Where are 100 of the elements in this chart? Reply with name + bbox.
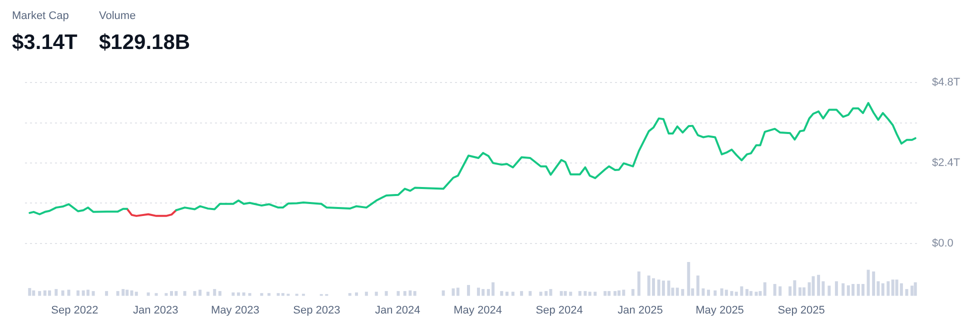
bar xyxy=(594,292,597,296)
bar xyxy=(687,262,690,296)
bar xyxy=(374,292,378,296)
bar xyxy=(569,292,572,296)
bar xyxy=(32,290,36,296)
bar xyxy=(754,292,758,296)
bar xyxy=(681,289,684,296)
bar xyxy=(76,290,80,296)
bar xyxy=(778,286,782,296)
bar xyxy=(662,280,665,296)
bar xyxy=(749,291,752,296)
bar xyxy=(413,291,416,296)
bar xyxy=(631,289,634,296)
bar xyxy=(67,290,70,296)
bar xyxy=(116,291,120,296)
bar xyxy=(364,292,368,296)
bar xyxy=(248,293,252,296)
x-tick-label: Sep 2022 xyxy=(51,304,98,316)
bar xyxy=(734,292,738,296)
bar xyxy=(745,289,748,296)
bar xyxy=(281,293,284,296)
text: $3.14T xyxy=(12,31,78,55)
bar xyxy=(544,291,548,296)
text: Market Cap xyxy=(12,10,70,22)
bar xyxy=(218,291,222,296)
bar xyxy=(213,289,216,296)
bar xyxy=(702,288,705,296)
bar xyxy=(707,290,710,296)
bar xyxy=(403,291,406,296)
bar xyxy=(560,291,563,296)
bar xyxy=(614,291,617,296)
bar xyxy=(193,291,196,296)
bar xyxy=(134,292,138,296)
x-tick-label: Sep 2024 xyxy=(536,304,583,316)
x-tick-label: Jan 2024 xyxy=(374,304,420,316)
bar xyxy=(773,284,776,296)
text: $129.18B xyxy=(99,31,190,55)
bar xyxy=(442,290,445,296)
bar xyxy=(354,292,358,296)
bar xyxy=(910,286,914,296)
bar xyxy=(198,290,202,296)
bar xyxy=(122,289,125,296)
bar xyxy=(881,283,884,296)
bar xyxy=(276,293,280,296)
bar xyxy=(206,292,210,296)
bar xyxy=(714,290,717,296)
x-tick-label: Sep 2025 xyxy=(778,304,825,316)
bar xyxy=(348,293,352,296)
bar xyxy=(183,291,186,296)
bar xyxy=(886,281,890,296)
bar xyxy=(267,293,270,296)
bar xyxy=(900,283,903,296)
bar xyxy=(539,292,542,296)
bar xyxy=(676,288,679,296)
y-tick-label: $0.0 xyxy=(932,237,954,250)
bar xyxy=(500,291,504,296)
bar xyxy=(242,292,246,296)
bar xyxy=(604,291,607,296)
bar xyxy=(828,286,831,296)
x-tick-label: May 2023 xyxy=(211,304,260,316)
bar xyxy=(905,289,908,296)
bar xyxy=(384,291,388,296)
bar xyxy=(618,290,621,296)
bar xyxy=(260,293,264,296)
bar xyxy=(86,290,90,296)
bar xyxy=(232,292,235,296)
bar xyxy=(914,282,917,296)
bar xyxy=(608,291,611,296)
bar xyxy=(154,293,158,296)
bar xyxy=(696,276,700,296)
bar xyxy=(667,280,670,296)
bar xyxy=(511,292,514,296)
bar xyxy=(92,291,95,296)
bar xyxy=(505,292,508,296)
bar xyxy=(588,292,592,296)
bar xyxy=(724,290,728,296)
bar xyxy=(578,291,582,296)
bar xyxy=(408,290,412,296)
bar xyxy=(872,271,876,296)
y-tick-label: $2.4T xyxy=(932,157,960,170)
x-tick-label: Jan 2023 xyxy=(132,304,178,316)
bar xyxy=(866,270,870,296)
bar xyxy=(126,290,129,296)
bar xyxy=(61,290,64,296)
x-tick-label: May 2025 xyxy=(696,304,744,316)
bar xyxy=(758,291,762,296)
bar xyxy=(564,291,567,296)
bar xyxy=(812,276,815,296)
bar xyxy=(652,278,655,296)
bar xyxy=(520,291,524,296)
bar xyxy=(528,291,532,296)
bar xyxy=(637,271,640,296)
bar xyxy=(170,291,174,296)
x-tick-label: Jan 2025 xyxy=(618,304,663,316)
bar xyxy=(802,287,806,296)
bar xyxy=(467,284,470,296)
bar xyxy=(817,274,820,296)
bar xyxy=(28,288,32,296)
y-tick-label: $4.8T xyxy=(932,76,960,89)
bar xyxy=(164,293,168,296)
